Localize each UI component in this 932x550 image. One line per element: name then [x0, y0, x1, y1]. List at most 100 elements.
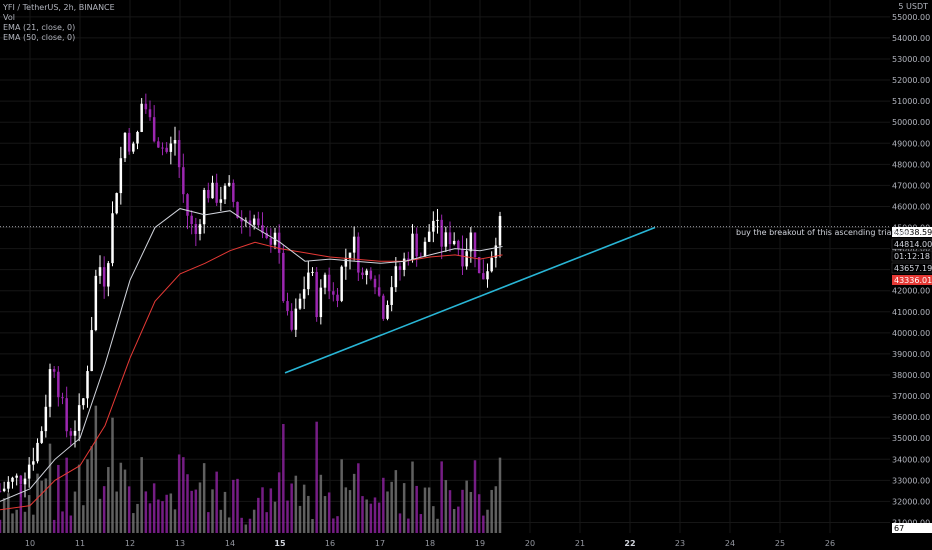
volume-bar	[252, 509, 256, 533]
candle-body	[86, 371, 89, 399]
candle-body	[169, 143, 173, 152]
candle-body	[377, 287, 381, 296]
candle-body	[386, 304, 389, 319]
candle-body	[94, 275, 98, 331]
volume-bar	[240, 517, 243, 533]
candle-body	[277, 232, 281, 253]
volume-bar	[132, 513, 135, 533]
volume-bar	[32, 514, 35, 533]
candle-body	[2, 488, 6, 492]
volume-bar	[202, 463, 206, 533]
candle-body	[344, 257, 348, 267]
volume-bar	[348, 490, 352, 533]
volume-bar	[419, 514, 423, 533]
y-tick-label: 34000.00	[892, 455, 930, 464]
y-tick-label: 48000.00	[892, 160, 930, 169]
volume-bar	[169, 493, 173, 533]
y-tick-label: 46000.00	[892, 202, 930, 211]
y-tick-label: 51000.00	[892, 97, 930, 106]
candle-body	[61, 397, 64, 399]
candle-body	[327, 274, 331, 292]
volume-bar	[269, 488, 273, 533]
volume-bar	[386, 491, 389, 533]
volume-bar	[302, 484, 306, 533]
candle-body	[98, 267, 102, 276]
trendline	[284, 226, 656, 374]
candle-body	[207, 189, 210, 199]
price-tag: 43657.19	[894, 264, 932, 273]
volume-bar	[394, 470, 398, 533]
candle-body	[198, 224, 202, 234]
candle-body	[7, 481, 10, 489]
volume-bar	[398, 513, 402, 533]
volume-bar	[173, 509, 177, 533]
candle-body	[390, 287, 393, 305]
volume-bar	[182, 457, 185, 533]
candle-body	[194, 223, 198, 234]
candle-body	[232, 182, 235, 202]
volume-bar	[377, 502, 381, 533]
volume-bar	[86, 459, 89, 533]
candle-body	[382, 295, 385, 319]
volume-bar	[40, 480, 43, 533]
volume-bar	[123, 469, 127, 533]
volume-bar	[207, 512, 210, 533]
price-tag-bg	[891, 250, 932, 262]
volume-bar	[227, 517, 231, 533]
volume-bar	[336, 516, 339, 533]
volume-bar	[327, 492, 331, 533]
candle-body	[127, 132, 131, 152]
candle-body	[82, 398, 85, 406]
volume-bar	[36, 473, 39, 533]
volume-bar	[427, 487, 431, 533]
candle-body	[27, 464, 31, 479]
y-tick-label: 38000.00	[892, 371, 930, 380]
candle-body	[273, 232, 277, 245]
volume-bar	[0, 519, 2, 533]
candle-body	[415, 233, 418, 257]
candle-body	[44, 406, 48, 432]
candle-body	[394, 266, 398, 288]
price-tag-bg	[891, 238, 932, 250]
candle-body	[477, 257, 481, 274]
x-tick-label: 13	[175, 539, 185, 548]
x-tick-label: 18	[425, 539, 435, 548]
volume-bar	[265, 512, 268, 533]
candle-body	[319, 287, 323, 318]
candle-body	[486, 271, 489, 280]
volume-bar	[486, 509, 489, 533]
volume-bar	[23, 511, 27, 533]
y-tick-label: 35000.00	[892, 434, 930, 443]
price-tag: 44814.00	[894, 240, 932, 249]
ema50-line	[0, 241, 503, 511]
volume-bar	[52, 519, 56, 533]
candle-body	[144, 103, 148, 110]
volume-bar	[440, 461, 443, 533]
candle-body	[398, 266, 402, 270]
volume-bar	[69, 515, 73, 533]
x-tick-label: 10	[25, 539, 35, 548]
candle-body	[444, 232, 448, 247]
candle-body	[102, 267, 106, 287]
volume-bar	[344, 487, 348, 533]
candle-body	[248, 220, 252, 225]
x-tick-label: 25	[775, 539, 785, 548]
volume-bar	[457, 506, 460, 533]
volume-bar	[332, 518, 335, 533]
price-tag-bg	[892, 275, 932, 285]
volume-bar	[415, 485, 418, 533]
candle-body	[352, 236, 356, 253]
candle-body	[315, 271, 318, 318]
volume-bar	[15, 509, 18, 533]
volume-bar	[102, 486, 106, 533]
price-tag: 45038.59	[894, 228, 932, 237]
volume-bar	[2, 498, 6, 533]
y-tick-label: 41000.00	[892, 308, 930, 317]
candle-body	[290, 310, 293, 330]
candle-body	[473, 232, 477, 258]
candle-body	[257, 218, 260, 226]
candle-body	[119, 158, 123, 194]
candle-body	[0, 490, 2, 492]
volume-bar	[352, 473, 356, 533]
